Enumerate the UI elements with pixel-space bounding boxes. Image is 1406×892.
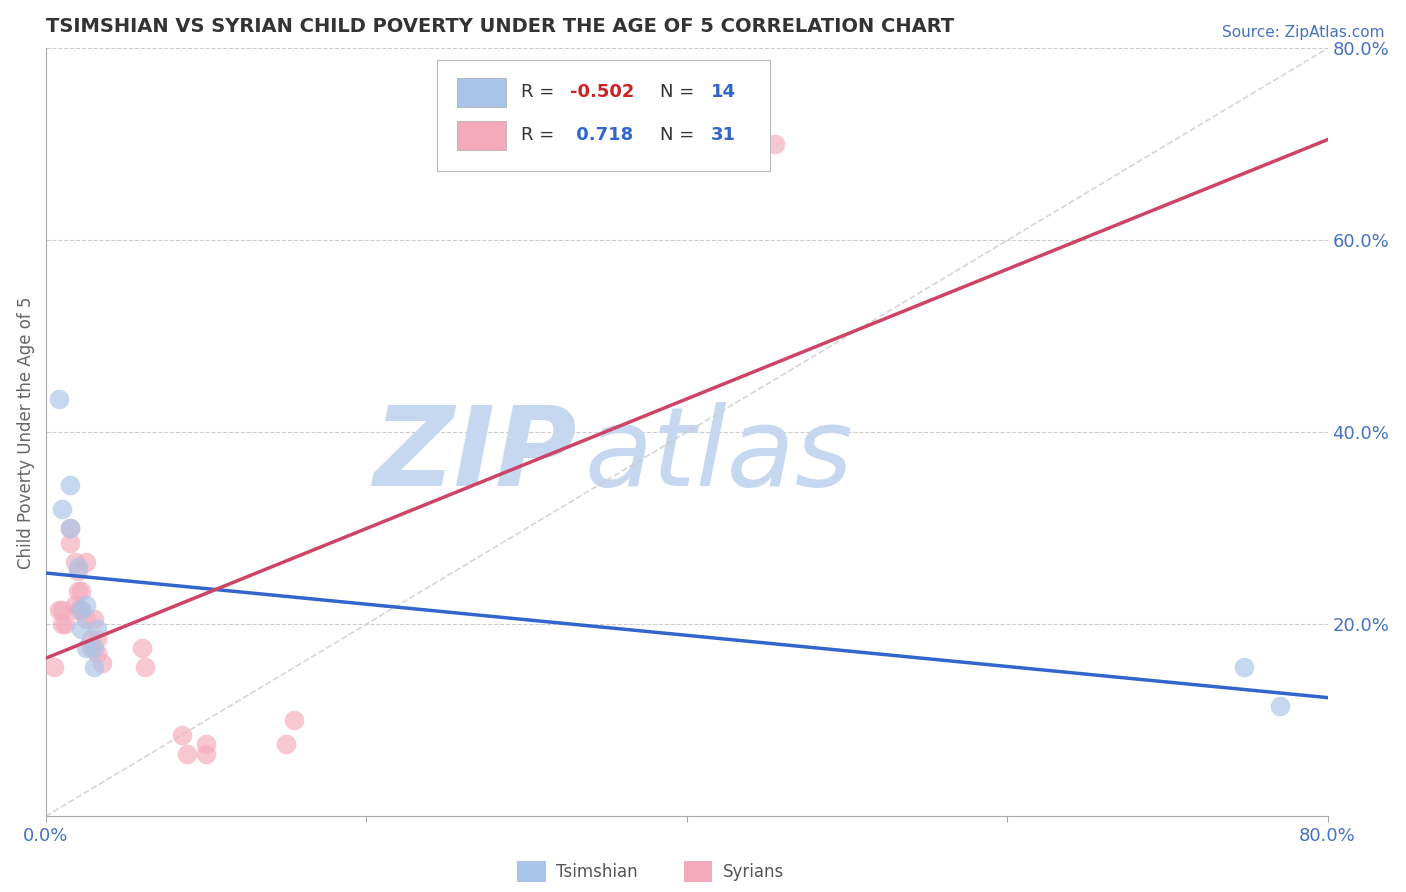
- Point: [59, 535, 82, 549]
- Text: 14: 14: [711, 83, 737, 101]
- Point: [75, 612, 97, 626]
- Point: [51, 502, 73, 516]
- Point: [70, 622, 93, 636]
- Point: [195, 747, 218, 761]
- Text: TSIMSHIAN VS SYRIAN CHILD POVERTY UNDER THE AGE OF 5 CORRELATION CHART: TSIMSHIAN VS SYRIAN CHILD POVERTY UNDER …: [46, 17, 955, 36]
- FancyBboxPatch shape: [457, 78, 506, 107]
- Text: R =: R =: [522, 126, 567, 145]
- Point: [1233, 660, 1256, 674]
- Point: [63, 598, 86, 612]
- FancyBboxPatch shape: [685, 861, 713, 882]
- Point: [51, 603, 73, 617]
- Text: atlas: atlas: [583, 401, 853, 508]
- Y-axis label: Child Poverty Under the Age of 5: Child Poverty Under the Age of 5: [17, 296, 35, 568]
- Text: Source: ZipAtlas.com: Source: ZipAtlas.com: [1222, 25, 1385, 40]
- Text: Tsimshian: Tsimshian: [555, 863, 637, 880]
- Point: [170, 728, 193, 742]
- Point: [1268, 698, 1291, 713]
- Point: [86, 632, 108, 646]
- Point: [131, 641, 153, 656]
- Point: [195, 737, 218, 751]
- Point: [66, 583, 89, 598]
- FancyBboxPatch shape: [457, 120, 506, 150]
- Text: R =: R =: [522, 83, 561, 101]
- Text: ZIP: ZIP: [374, 401, 578, 508]
- Point: [70, 583, 93, 598]
- Point: [53, 617, 76, 632]
- Point: [134, 660, 156, 674]
- Point: [42, 660, 65, 674]
- Point: [70, 603, 93, 617]
- Point: [59, 478, 82, 492]
- Point: [59, 521, 82, 535]
- Text: -0.502: -0.502: [569, 83, 634, 101]
- Point: [75, 598, 97, 612]
- Point: [763, 137, 786, 152]
- Point: [79, 641, 101, 656]
- Point: [83, 612, 105, 626]
- Point: [83, 641, 105, 656]
- Point: [176, 747, 198, 761]
- Text: Syrians: Syrians: [723, 863, 783, 880]
- Text: 0.718: 0.718: [569, 126, 633, 145]
- FancyBboxPatch shape: [517, 861, 546, 882]
- Text: N =: N =: [659, 126, 700, 145]
- Point: [51, 617, 73, 632]
- Text: N =: N =: [659, 83, 700, 101]
- Point: [86, 622, 108, 636]
- Point: [90, 656, 112, 670]
- Point: [66, 603, 89, 617]
- Point: [66, 559, 89, 574]
- Point: [75, 555, 97, 569]
- Point: [48, 603, 70, 617]
- Point: [63, 555, 86, 569]
- Point: [70, 603, 93, 617]
- Point: [79, 632, 101, 646]
- Point: [75, 641, 97, 656]
- Point: [59, 521, 82, 535]
- Point: [86, 646, 108, 660]
- Text: 31: 31: [711, 126, 737, 145]
- Point: [48, 392, 70, 406]
- Point: [274, 737, 297, 751]
- Point: [283, 713, 305, 727]
- FancyBboxPatch shape: [437, 60, 770, 171]
- Point: [83, 660, 105, 674]
- Point: [66, 565, 89, 579]
